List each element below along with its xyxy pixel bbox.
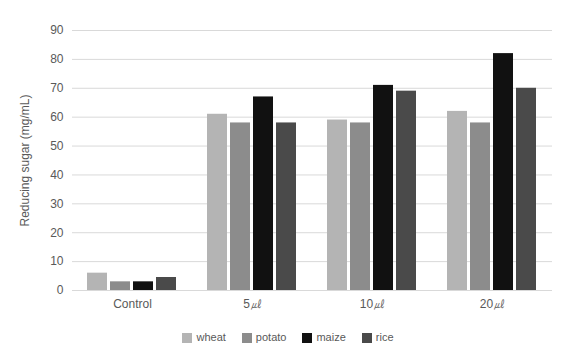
svg-text:70: 70 [50,81,64,95]
html-text:wheat: wheat [196,331,226,343]
svg-text:10㎕: 10㎕ [360,297,385,311]
svg-text:60: 60 [50,110,64,124]
svg-text:5㎕: 5㎕ [243,297,262,311]
svg-text:80: 80 [50,52,64,66]
svg-text:20㎕: 20㎕ [480,297,505,311]
svg-text:90: 90 [50,23,64,37]
svg-text:40: 40 [50,168,64,182]
html-text:rice: rice [375,331,394,343]
svg-text:Control: Control [113,297,152,311]
svg-text:20: 20 [50,226,64,240]
svg-text:10: 10 [50,254,64,268]
html-text:potato: potato [255,331,287,343]
svg-text:30: 30 [50,197,64,211]
html-text:maize: maize [316,331,346,343]
svg-text:50: 50 [50,139,64,153]
svg-text:Reducing sugar (mg/mL): Reducing sugar (mg/mL) [18,94,32,226]
svg-text:0: 0 [57,283,64,297]
